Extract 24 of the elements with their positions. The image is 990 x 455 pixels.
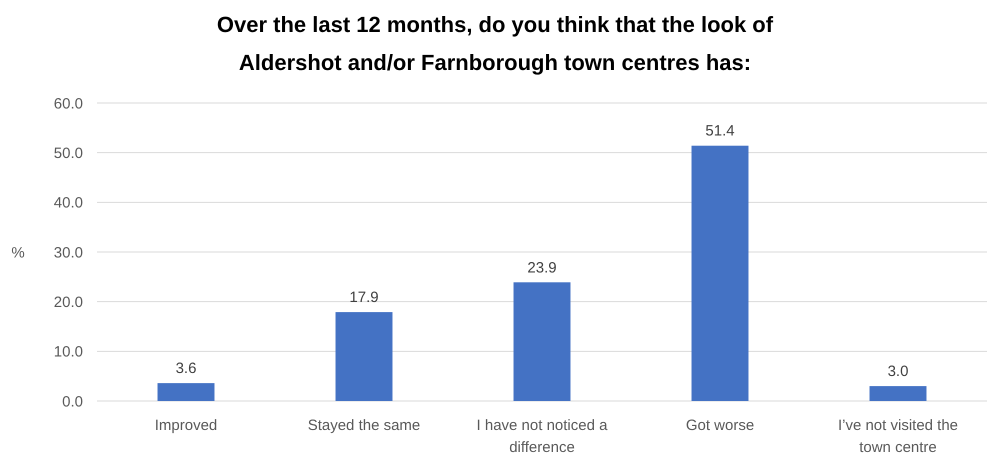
data-label: 23.9 (527, 259, 557, 276)
data-label: 51.4 (705, 122, 735, 140)
x-tick-label: Got worse (686, 417, 754, 434)
bar (158, 383, 214, 401)
bar (692, 146, 748, 401)
x-tick-label: I have not noticed a difference (476, 417, 608, 455)
chart-title: Over the last 12 months, do you think that the look of Aldershot and/or Farnborough town centres has: (216, 12, 774, 75)
bar (870, 386, 926, 401)
y-tick-label: 0.0 (62, 393, 83, 410)
y-axis-title: % (11, 244, 25, 262)
bar (514, 282, 570, 401)
y-tick-label: 60.0 (54, 95, 83, 112)
data-label: 17.9 (349, 289, 379, 306)
y-tick-label: 50.0 (54, 144, 83, 162)
x-tick-label: I’ve not visited the town centre (838, 417, 958, 455)
bar (336, 312, 392, 401)
y-tick-label: 30.0 (54, 244, 83, 262)
x-tick-label: Improved (154, 417, 218, 434)
data-label: 3.0 (888, 363, 908, 380)
y-tick-label: 20.0 (54, 294, 83, 311)
data-label: 3.6 (176, 360, 196, 378)
y-tick-label: 10.0 (54, 344, 83, 361)
y-tick-label: 40.0 (54, 194, 83, 212)
x-tick-label: Stayed the same (308, 417, 420, 434)
